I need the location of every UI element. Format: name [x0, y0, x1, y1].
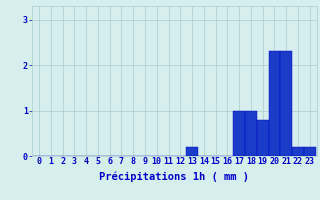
- Bar: [257, 120, 268, 156]
- X-axis label: Précipitations 1h ( mm ): Précipitations 1h ( mm ): [100, 172, 249, 182]
- Bar: [304, 147, 316, 156]
- Bar: [268, 51, 280, 156]
- Bar: [280, 51, 292, 156]
- Bar: [245, 111, 257, 156]
- Bar: [233, 111, 245, 156]
- Bar: [292, 147, 304, 156]
- Bar: [186, 147, 198, 156]
